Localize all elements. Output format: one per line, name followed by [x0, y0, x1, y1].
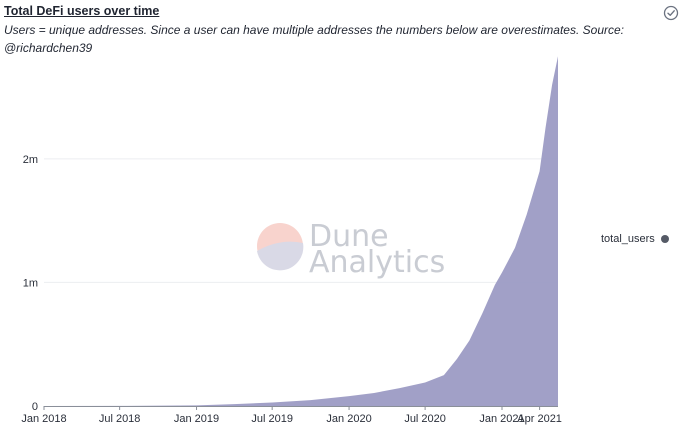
watermark-text-analytics: Analytics	[309, 245, 445, 280]
series-layer	[44, 56, 558, 407]
chart-subtitle: Users = unique addresses. Since a user c…	[4, 23, 624, 55]
dune-analytics-watermark: Dune Analytics	[257, 219, 445, 280]
x-tick-label: Jul 2019	[251, 413, 293, 425]
y-tick-label: 2m	[23, 154, 38, 166]
x-tick-label: Apr 2021	[517, 413, 562, 425]
watermark-logo-slice	[257, 241, 304, 271]
x-tick-label: Jul 2018	[99, 413, 141, 425]
x-tick-label: Jan 2019	[174, 413, 219, 425]
legend-label: total_users	[601, 233, 655, 245]
y-tick-label: 1m	[23, 277, 38, 289]
axes: 0 1m 2m Jan 2018 Jul 2018 Jan 2019 Jul 2019 Jan…	[21, 154, 562, 425]
x-tick-label: Jan 2021	[479, 413, 524, 425]
y-tick-label: 0	[32, 401, 38, 413]
grid-lines	[44, 158, 558, 283]
x-tick-label: Jul 2020	[404, 413, 446, 425]
check-circle-icon[interactable]	[663, 5, 679, 21]
legend-dot-icon	[660, 235, 669, 243]
x-tick-label: Jan 2018	[21, 413, 66, 425]
x-tick-label: Jan 2020	[326, 413, 371, 425]
chart-title[interactable]: Total DeFi users over time	[4, 4, 160, 18]
series-area-total_users[interactable]	[44, 56, 558, 407]
watermark-text-dune: Dune	[309, 219, 389, 254]
legend[interactable]: total_users	[601, 233, 669, 245]
